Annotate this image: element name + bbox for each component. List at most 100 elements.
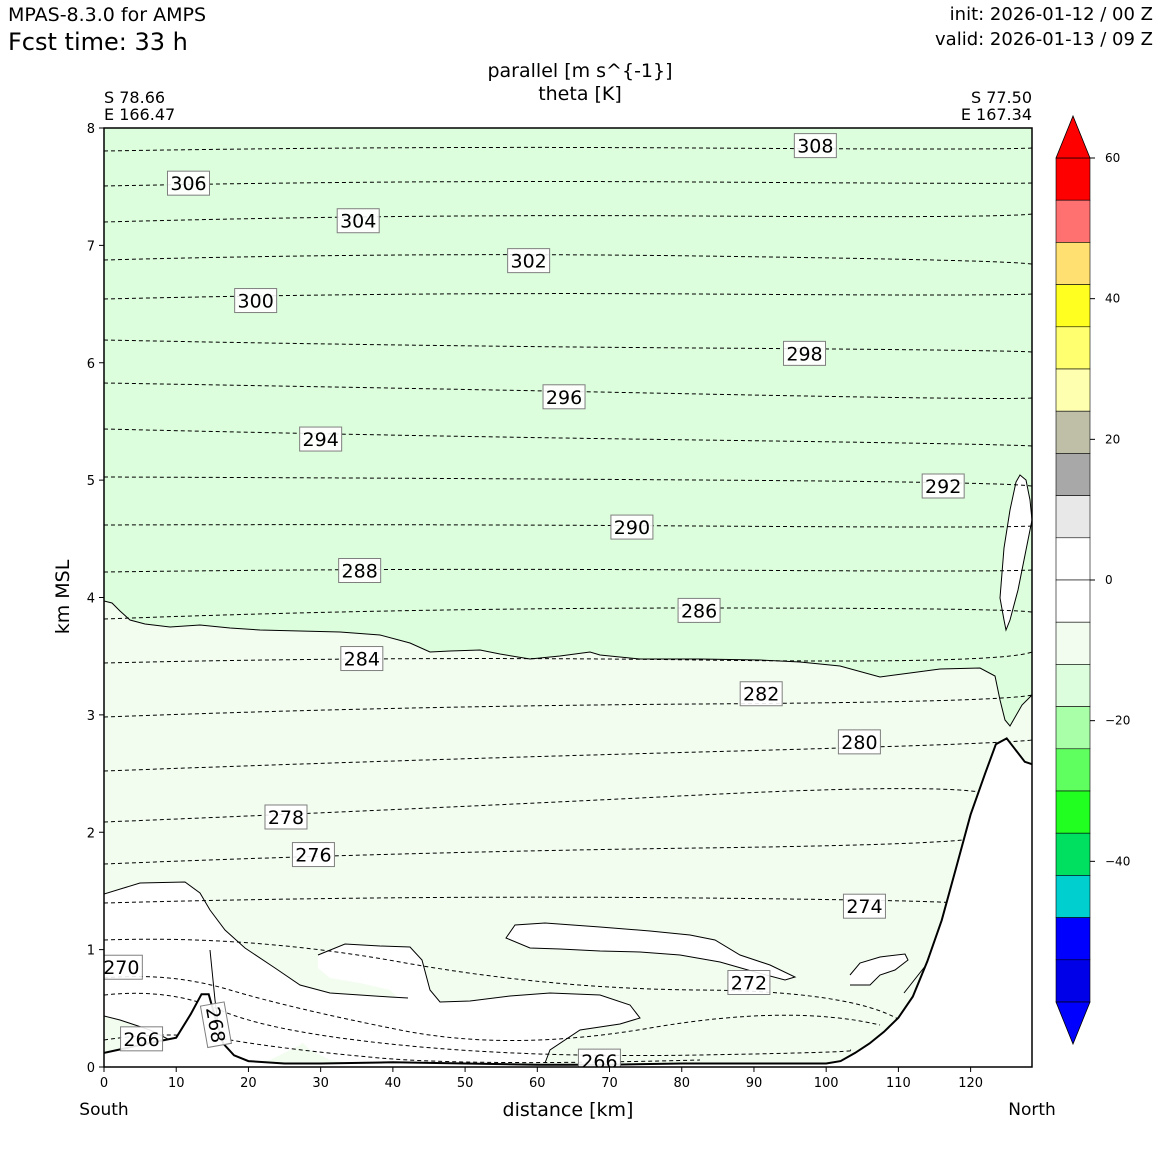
theta-label: 288 xyxy=(338,558,382,584)
y-tick-label: 1 xyxy=(87,944,95,959)
svg-text:290: 290 xyxy=(614,517,650,539)
colorbar-segment xyxy=(1055,410,1091,454)
colorbar-segment xyxy=(1055,579,1091,623)
colorbar: 60 40 20 0 −20 −40 xyxy=(1055,114,1130,1046)
init-time: init: 2026-01-12 / 00 Z xyxy=(949,4,1153,25)
theta-label: 266 xyxy=(120,1026,164,1052)
svg-text:306: 306 xyxy=(170,173,206,195)
svg-text:296: 296 xyxy=(546,387,582,409)
x-tick-label: 120 xyxy=(958,1076,983,1091)
theta-label: 268 xyxy=(199,1001,232,1049)
y-tick-label: 0 xyxy=(87,1061,95,1076)
y-tick-label: 6 xyxy=(87,357,95,372)
left-endpoint-lat: S 78.66 xyxy=(104,88,166,107)
x-axis-label: distance [km] xyxy=(502,1099,634,1121)
x-tick-label: 30 xyxy=(312,1076,329,1091)
colorbar-segment xyxy=(1055,706,1091,750)
fill-white-region-3 xyxy=(506,923,795,980)
x-tick-label: 10 xyxy=(168,1076,185,1091)
theta-label: 272 xyxy=(727,969,771,995)
theta-label: 278 xyxy=(264,804,308,830)
x-tick-label: 20 xyxy=(240,1076,257,1091)
svg-text:284: 284 xyxy=(344,649,380,671)
colorbar-segment xyxy=(1055,368,1091,412)
y-tick-label: 5 xyxy=(87,474,95,489)
colorbar-segment xyxy=(1055,621,1091,665)
colorbar-segment xyxy=(1055,157,1091,201)
y-axis-label: km MSL xyxy=(52,559,74,635)
x-tick-label: 50 xyxy=(457,1076,474,1091)
x-tick-label: 90 xyxy=(746,1076,763,1091)
svg-text:276: 276 xyxy=(295,845,331,867)
right-endpoint-lat: S 77.50 xyxy=(970,88,1032,107)
fill-white-plume xyxy=(999,474,1032,632)
x-tick-label: 60 xyxy=(529,1076,546,1091)
svg-text:278: 278 xyxy=(268,807,304,829)
colorbar-tick-label: 20 xyxy=(1105,432,1120,446)
colorbar-segment xyxy=(1055,959,1091,1003)
svg-text:298: 298 xyxy=(786,343,822,365)
y-tick-label: 2 xyxy=(87,826,95,841)
theta-label: 270 xyxy=(103,954,143,980)
theta-label: 280 xyxy=(837,729,881,755)
colorbar-segment xyxy=(1055,199,1091,243)
svg-text:272: 272 xyxy=(731,972,767,994)
colorbar-segment xyxy=(1055,537,1091,581)
colorbar-segment xyxy=(1055,748,1091,792)
colorbar-segment xyxy=(1055,453,1091,496)
colorbar-segment xyxy=(1055,790,1091,834)
colorbar-over-arrow xyxy=(1055,114,1091,159)
svg-text:302: 302 xyxy=(511,251,547,273)
colorbar-segment xyxy=(1055,664,1091,707)
theta-label: 302 xyxy=(507,248,551,274)
theta-label: 308 xyxy=(793,133,837,159)
valid-time: valid: 2026-01-13 / 09 Z xyxy=(935,29,1153,50)
colorbar-tick-label: 0 xyxy=(1105,573,1113,587)
svg-text:308: 308 xyxy=(797,136,833,158)
x-tick-label: 0 xyxy=(100,1076,108,1091)
theta-label: 300 xyxy=(234,288,278,314)
chart-title: parallel [m s^{-1}] xyxy=(487,60,673,82)
svg-text:292: 292 xyxy=(925,476,961,498)
svg-text:294: 294 xyxy=(303,429,339,451)
colorbar-under-arrow xyxy=(1055,1001,1091,1046)
chart-subtitle: theta [K] xyxy=(538,83,622,105)
y-tick-label: 7 xyxy=(87,239,95,254)
colorbar-tick-label: −20 xyxy=(1105,714,1130,728)
svg-text:266: 266 xyxy=(581,1051,617,1073)
model-name: MPAS-8.3.0 for AMPS xyxy=(8,4,207,26)
svg-text:288: 288 xyxy=(342,561,378,583)
colorbar-segment xyxy=(1055,242,1091,285)
x-tick-label: 70 xyxy=(601,1076,618,1091)
theta-label: 266 xyxy=(577,1048,621,1073)
svg-text:266: 266 xyxy=(123,1029,159,1051)
colorbar-tick-label: 40 xyxy=(1105,292,1120,306)
plot-area: 308 306 304 302 300 298 296 294 292 290 288 286 284 2… xyxy=(103,128,1032,1073)
theta-label: 306 xyxy=(166,170,210,196)
svg-text:270: 270 xyxy=(103,957,139,979)
colorbar-segment xyxy=(1055,875,1091,918)
colorbar-tick-label: −40 xyxy=(1105,854,1130,868)
y-tick-label: 4 xyxy=(87,592,95,607)
colorbar-segment xyxy=(1055,284,1091,328)
fill-white-region-2 xyxy=(300,944,640,1063)
svg-text:280: 280 xyxy=(841,732,877,754)
y-tick-label: 8 xyxy=(87,122,95,137)
south-direction-label: South xyxy=(79,1100,129,1120)
theta-labels: 308 306 304 302 300 298 296 294 292 290 288 286 284 2… xyxy=(103,133,965,1073)
north-direction-label: North xyxy=(1008,1100,1056,1120)
svg-text:304: 304 xyxy=(340,211,376,233)
forecast-time: Fcst time: 33 h xyxy=(8,28,188,56)
theta-label: 290 xyxy=(610,514,654,540)
left-endpoint-lon: E 166.47 xyxy=(104,105,176,124)
theta-label: 276 xyxy=(291,842,335,868)
svg-text:300: 300 xyxy=(238,291,274,313)
svg-text:282: 282 xyxy=(743,684,779,706)
theta-label: 282 xyxy=(739,681,783,707)
x-tick-label: 80 xyxy=(673,1076,690,1091)
theta-label: 298 xyxy=(783,340,827,366)
y-tick-label: 3 xyxy=(87,709,95,724)
x-tick-label: 100 xyxy=(814,1076,839,1091)
right-endpoint-lon: E 167.34 xyxy=(960,105,1032,124)
theta-label: 296 xyxy=(542,384,586,410)
